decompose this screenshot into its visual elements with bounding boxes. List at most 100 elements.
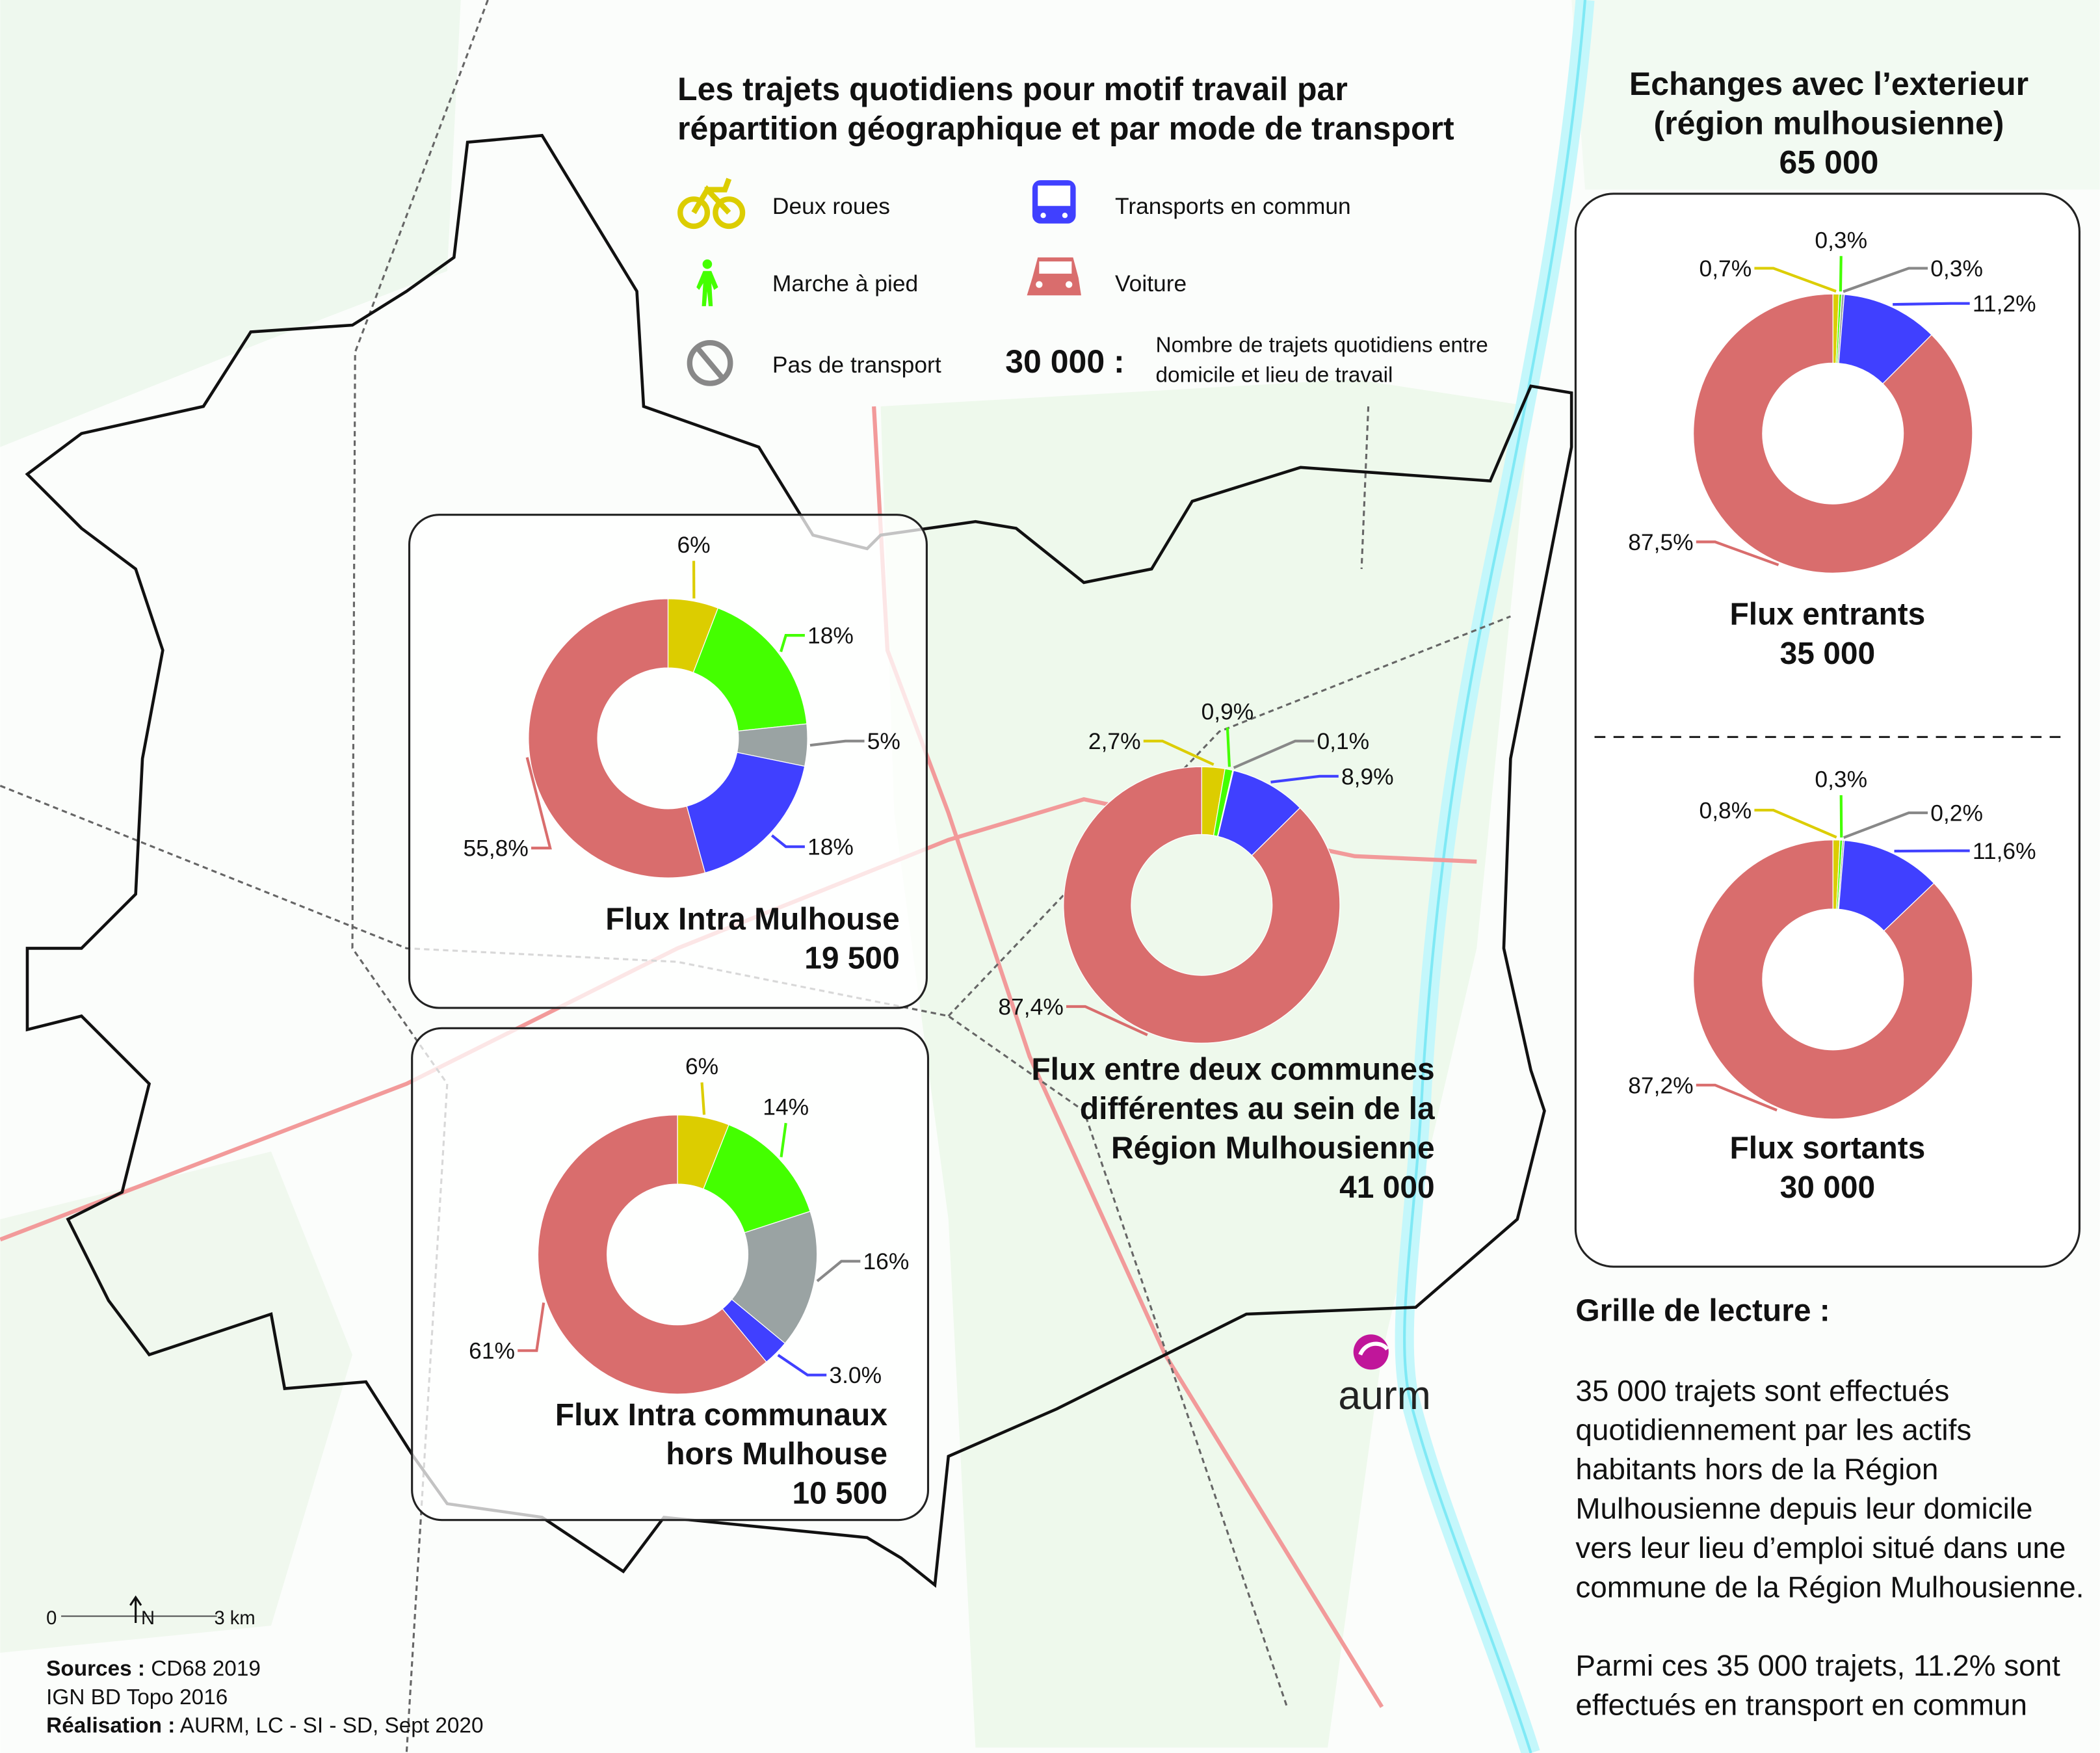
leader-line-intra-communaux-deux-roues: [700, 1082, 706, 1115]
map-title-line1: Les trajets quotidiens pour motif travai…: [677, 71, 1348, 107]
scale-distance: 3 km: [215, 1608, 256, 1629]
donut-slice-flux-entrants-voiture: [1693, 293, 1973, 573]
north-arrow-icon: [129, 1595, 142, 1623]
region-boundary: [25, 133, 1573, 1588]
logo-text: aurm: [1338, 1373, 1430, 1418]
donut-slice-intra-mulhouse-transports-en-commun: [686, 752, 806, 874]
legend-label-pas-de-transport: Pas de transport: [772, 352, 941, 378]
sources-value: CD68 2019: [145, 1657, 261, 1681]
data-label-entre-communes-pas-de-transport: 0,1%: [1317, 728, 1369, 754]
data-label-intra-communaux-pas-de-transport: 16%: [863, 1248, 909, 1274]
data-label-intra-mulhouse-voiture: 55,8%: [463, 836, 528, 862]
data-label-intra-communaux-transports-en-commun: 3.0%: [829, 1362, 882, 1388]
pedestrian-icon: [696, 259, 718, 306]
sources-line3: Réalisation : AURM, LC - SI - SD, Sept 2…: [46, 1714, 483, 1738]
leader-line-entre-communes-deux-roues: [1143, 739, 1214, 766]
donut-slice-flux-sortants-voiture: [1693, 839, 1973, 1120]
donut-slice-intra-communaux-marche: [703, 1124, 811, 1233]
legend-label-voiture: Voiture: [1115, 270, 1187, 297]
chart-title-intra-communaux: Flux Intra communaux hors Mulhouse 10 50…: [555, 1398, 887, 1511]
legend-example-desc-line1: Nombre de trajets quotidiens entre: [1156, 334, 1488, 358]
data-label-flux-entrants-transports-en-commun: 11,2%: [1973, 291, 2036, 317]
data-label-intra-mulhouse-transports-en-commun: 18%: [807, 834, 854, 860]
data-label-flux-sortants-marche: 0,3%: [1815, 766, 1867, 792]
legend-example-desc-line2: domicile et lieu de travail: [1156, 363, 1393, 388]
exterior-title-line1: Echanges avec l’exterieur: [1629, 66, 2028, 102]
donut-slice-intra-mulhouse-marche: [692, 607, 807, 732]
scale-north: N: [141, 1608, 155, 1629]
leader-line-flux-entrants-pas-de-transport: [1843, 267, 1928, 293]
data-label-intra-mulhouse-deux-roues: 6%: [677, 532, 710, 558]
chart-title-line: Flux sortants: [1730, 1131, 1926, 1165]
leader-line-flux-sortants-deux-roues: [1754, 808, 1837, 839]
chart-total: 35 000: [1780, 637, 1876, 671]
data-label-intra-communaux-voiture: 61%: [469, 1338, 515, 1364]
scale-bar: 0 N 3 km: [46, 1595, 256, 1629]
chart-total: 30 000: [1780, 1170, 1876, 1205]
data-label-intra-mulhouse-marche: 18%: [807, 623, 854, 649]
reading-guide-title: Grille de lecture :: [1575, 1293, 1830, 1328]
data-label-entre-communes-voiture: 87,4%: [998, 994, 1063, 1020]
data-label-flux-sortants-pas-de-transport: 0,2%: [1930, 800, 1983, 826]
leader-line-intra-communaux-transports-en-commun: [777, 1354, 827, 1377]
data-label-entre-communes-marche: 0,9%: [1201, 698, 1254, 724]
chart-title-flux-sortants: Flux sortants 30 000: [1730, 1131, 1926, 1204]
green-area: [880, 379, 1531, 1748]
reading-guide-line: Mulhousienne depuis leur domicile: [1575, 1492, 2032, 1525]
reading-guide-text: 35 000 trajets sont effectués quotidienn…: [1575, 1374, 2084, 1721]
bus-icon: [1032, 180, 1076, 224]
data-label-flux-entrants-deux-roues: 0,7%: [1700, 256, 1752, 282]
leader-line-intra-mulhouse-marche: [780, 634, 805, 653]
chart-title-line: hors Mulhouse: [666, 1437, 887, 1471]
leader-line-flux-sortants-voiture: [1696, 1083, 1778, 1112]
legend-example-value: 30 000 :: [1005, 343, 1124, 380]
leader-line-flux-entrants-deux-roues: [1754, 267, 1837, 293]
chart-title-entre-communes: Flux entre deux communes différentes au …: [1031, 1053, 1435, 1205]
scale-zero: 0: [46, 1608, 57, 1629]
chart-title-line: Flux Intra communaux: [555, 1398, 887, 1432]
reading-guide-line: commune de la Région Mulhousienne.: [1575, 1570, 2084, 1603]
donut-slice-entre-communes-voiture: [1063, 766, 1341, 1044]
data-label-intra-mulhouse-pas-de-transport: 5%: [867, 728, 900, 754]
green-area: [0, 0, 461, 447]
data-label-flux-entrants-voiture: 87,5%: [1628, 529, 1693, 555]
prohibited-icon: [687, 339, 733, 386]
leader-line-intra-mulhouse-voiture: [525, 757, 552, 850]
leader-line-intra-mulhouse-transports-en-commun: [770, 834, 805, 849]
reading-guide-line: habitants hors de la Région: [1575, 1453, 1938, 1486]
data-label-intra-communaux-marche: 14%: [763, 1094, 809, 1120]
leader-line-intra-communaux-voiture: [518, 1302, 545, 1352]
railway: [947, 615, 1511, 1017]
leader-line-flux-entrants-voiture: [1696, 540, 1779, 566]
data-label-flux-entrants-pas-de-transport: 0,3%: [1930, 256, 1983, 282]
chart-title-line: Flux entre deux communes: [1031, 1053, 1434, 1087]
map-title-line2: répartition géographique et par mode de …: [677, 111, 1454, 147]
sources-line2: IGN BD Topo 2016: [46, 1685, 228, 1709]
legend-label-deux-roues: Deux roues: [772, 193, 890, 219]
exterior-title-line2: (région mulhousienne): [1654, 105, 2004, 141]
exterior-total: 65 000: [1779, 144, 1879, 181]
chart-title-line: Flux Intra Mulhouse: [605, 902, 899, 936]
chart-title-line: Flux entrants: [1730, 597, 1926, 631]
reading-guide-line: vers leur lieu d’emploi situé dans une: [1575, 1531, 2066, 1564]
reading-guide-line: Parmi ces 35 000 trajets, 11.2% sont: [1575, 1649, 2060, 1682]
reading-guide-line: effectués en transport en commun: [1575, 1689, 2027, 1722]
chart-total: 19 500: [804, 942, 900, 976]
reading-guide-line: quotidiennement par les actifs: [1575, 1414, 1971, 1447]
panel-intra-mulhouse: [408, 514, 928, 1009]
leader-line-flux-sortants-transports-en-commun: [1894, 849, 1970, 853]
leader-line-entre-communes-pas-de-transport: [1233, 739, 1315, 769]
bicycle-icon: [677, 178, 746, 230]
data-label-flux-sortants-voiture: 87,2%: [1628, 1072, 1693, 1098]
leader-line-intra-mulhouse-pas-de-transport: [809, 739, 865, 747]
donut-slice-intra-communaux-voiture: [537, 1114, 767, 1395]
sources: Sources : CD68 2019 IGN BD Topo 2016 Réa…: [46, 1657, 483, 1738]
car-icon: [1027, 257, 1081, 296]
realisation-value: AURM, LC - SI - SD, Sept 2020: [175, 1714, 483, 1738]
data-label-flux-sortants-deux-roues: 0,8%: [1700, 797, 1752, 823]
railway: [1360, 406, 1370, 570]
green-area: [0, 1151, 353, 1653]
legend-label-marche: Marche à pied: [772, 270, 918, 297]
chart-title-line: Région Mulhousienne: [1111, 1131, 1435, 1165]
